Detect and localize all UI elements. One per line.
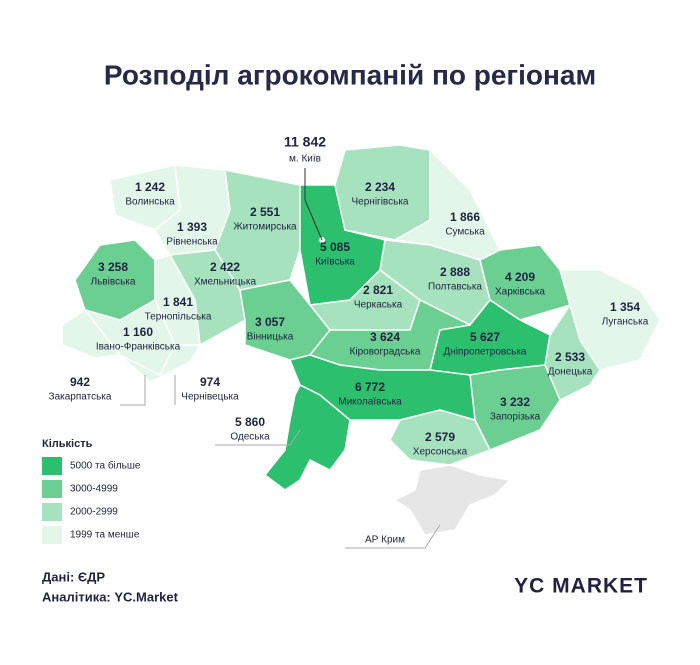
region-value: 1 160: [123, 325, 153, 339]
region: [119, 344, 202, 383]
region-name: Хмельницька: [194, 277, 256, 288]
crimea: [393, 464, 512, 536]
legend-swatch: [42, 503, 62, 521]
legend-label: 3000-4999: [70, 484, 118, 495]
legend-label: 2000-2999: [70, 507, 118, 518]
region-value: 5 860: [235, 415, 265, 429]
region-value: 5 085: [320, 240, 350, 254]
leader: [215, 429, 301, 446]
region-value: 974: [200, 375, 220, 389]
region-value: 2 888: [440, 265, 470, 279]
region-name: Донецька: [548, 367, 593, 378]
leader: [345, 524, 441, 549]
region-value: 2 422: [210, 260, 240, 274]
region-value: 3 258: [98, 260, 128, 274]
region-name: Полтавська: [428, 282, 482, 293]
region-value: 3 624: [370, 330, 400, 344]
region-name: Львівська: [91, 277, 136, 288]
region: [389, 409, 492, 466]
logo: YC MARKET: [514, 575, 648, 598]
region-name: Харківська: [495, 287, 545, 298]
region-value: 1 393: [177, 220, 207, 234]
region-value: 1 841: [163, 295, 193, 309]
region-value: 5 627: [470, 330, 500, 344]
analytics: Аналітика: YC.Market: [42, 589, 179, 604]
legend-title: Кількість: [42, 438, 93, 450]
region: [61, 308, 122, 359]
region-name: Запорізька: [490, 412, 541, 423]
title: Розподіл агрокомпаній по регіонам: [104, 59, 596, 90]
crimea-name: АР Крим: [365, 535, 405, 546]
region-name: Черкаська: [354, 300, 403, 311]
region-value: 6 772: [355, 380, 385, 394]
region-name: Луганська: [602, 317, 649, 328]
region-value: 3 232: [500, 395, 530, 409]
legend-label: 1999 та менше: [70, 530, 140, 541]
legend-swatch: [42, 457, 62, 475]
region-name: Тернопільська: [145, 312, 212, 323]
region-name: Київська: [315, 257, 355, 268]
region-name: Сумська: [445, 227, 485, 238]
region-name: Івано-Франківська: [96, 342, 181, 353]
region-value: 2 234: [365, 180, 395, 194]
legend-label: 5000 та більше: [70, 460, 141, 472]
source: Дані: ЄДР: [42, 569, 105, 584]
legend: 5000 та більше 3000-4999 2000-2999 1999 та …: [42, 457, 141, 544]
region-name: Житомирська: [233, 222, 297, 233]
region-value: 942: [70, 375, 90, 389]
legend-swatch: [42, 480, 62, 498]
region-name: Одеська: [230, 432, 270, 443]
region-name: Закарпатська: [49, 392, 112, 403]
region-value: 3 057: [255, 315, 285, 329]
region-name: Херсонська: [413, 447, 468, 458]
region-value: 1 242: [135, 180, 165, 194]
region-name: Дніпропетровська: [444, 347, 527, 358]
region-name: Миколаївська: [338, 397, 402, 408]
region-value: 2 579: [425, 430, 455, 444]
region-value: 4 209: [505, 270, 535, 284]
region-value: 2 551: [250, 205, 280, 219]
kyiv-name: м. Київ: [289, 154, 321, 165]
legend-swatch: [42, 526, 62, 544]
region-name: Рівненська: [166, 237, 218, 248]
leader: [120, 375, 146, 406]
region-value: 1 866: [450, 210, 480, 224]
kyiv-value: 11 842: [284, 134, 326, 150]
region-name: Чернігівська: [352, 197, 409, 208]
region-value: 2 821: [363, 283, 393, 297]
labels: 1 242 Волинська 1 393 Рівненська 2 551 Житоми…: [49, 134, 649, 549]
map: [61, 144, 661, 536]
region: [263, 383, 351, 491]
region-name: Чернівецька: [181, 392, 239, 403]
region-name: Волинська: [125, 197, 175, 208]
region-value: 1 354: [610, 300, 640, 314]
region-name: Вінницька: [247, 332, 294, 343]
leader: [304, 168, 323, 241]
region-name: Кіровоградська: [350, 347, 421, 358]
region-value: 2 533: [555, 350, 585, 364]
